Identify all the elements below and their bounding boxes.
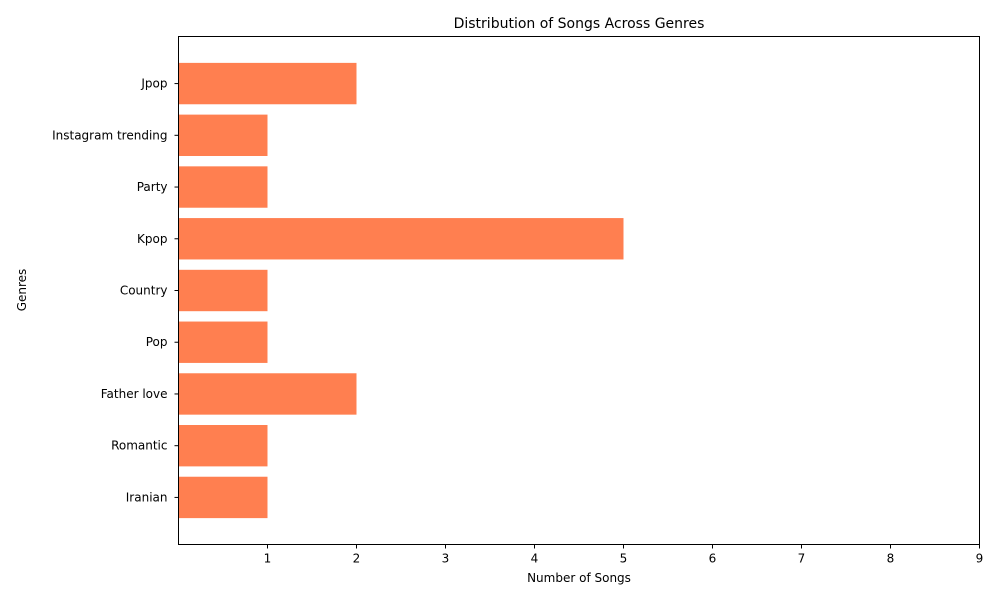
x-tick-label: 5 bbox=[620, 552, 628, 566]
y-tick-label: Jpop bbox=[140, 77, 167, 91]
y-tick-label: Iranian bbox=[126, 490, 168, 504]
x-tick-label: 9 bbox=[976, 552, 984, 566]
x-tick-label: 4 bbox=[531, 552, 539, 566]
bar bbox=[178, 476, 268, 519]
x-tick-label: 8 bbox=[887, 552, 895, 566]
bar bbox=[178, 269, 268, 312]
y-tick-label: Pop bbox=[146, 335, 168, 349]
bar bbox=[178, 62, 357, 105]
bar bbox=[178, 166, 268, 208]
x-tick-label: 3 bbox=[442, 552, 450, 566]
chart-title: Distribution of Songs Across Genres bbox=[454, 16, 705, 32]
y-tick-label: Kpop bbox=[137, 232, 167, 246]
y-ticks-group: Iranian Romantic Father love Pop Country Kpop… bbox=[52, 77, 179, 504]
bar bbox=[178, 425, 268, 467]
bars-group bbox=[178, 62, 624, 519]
x-tick-label: 7 bbox=[798, 552, 806, 566]
x-tick-label: 2 bbox=[353, 552, 361, 566]
bar bbox=[178, 114, 268, 156]
bar bbox=[178, 218, 624, 260]
x-ticks-group: 1 2 3 4 5 6 7 8 9 bbox=[264, 544, 984, 566]
y-tick-label: Romantic bbox=[111, 439, 167, 453]
bar bbox=[178, 321, 268, 363]
plot-frame bbox=[178, 36, 980, 545]
x-tick-label: 6 bbox=[709, 552, 717, 566]
y-tick-label: Father love bbox=[101, 387, 168, 401]
y-axis-title: Genres bbox=[15, 269, 29, 312]
y-tick-label: Country bbox=[120, 284, 168, 298]
x-axis-title: Number of Songs bbox=[527, 571, 631, 585]
bar bbox=[178, 373, 357, 415]
x-tick-label: 1 bbox=[264, 552, 272, 566]
y-tick-label: Instagram trending bbox=[52, 128, 167, 142]
y-tick-label: Party bbox=[137, 180, 168, 194]
